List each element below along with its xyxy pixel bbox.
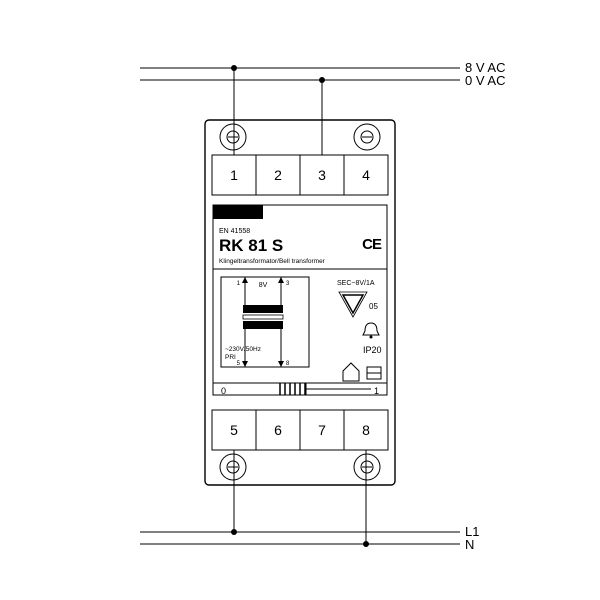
svg-text:PRI: PRI xyxy=(225,354,236,361)
wire-node xyxy=(363,541,369,547)
sec-rating: SEC~8V/1A xyxy=(337,280,375,287)
wire-node xyxy=(319,77,325,83)
ip-rating: IP20 xyxy=(363,345,382,355)
terminal-label: 3 xyxy=(318,167,326,183)
terminal-label: 6 xyxy=(274,422,282,438)
terminal-label: 8 xyxy=(362,422,370,438)
svg-text:05: 05 xyxy=(369,302,378,311)
terminal-label: 2 xyxy=(274,167,282,183)
wire-node xyxy=(231,529,237,535)
ce-mark: CE xyxy=(362,236,382,253)
terminal-label: 1 xyxy=(230,167,238,183)
brand-text: Doepke xyxy=(217,207,250,217)
model-name: RK 81 S xyxy=(219,236,283,255)
terminal-label: 5 xyxy=(230,422,238,438)
svg-text:~230V/50Hz: ~230V/50Hz xyxy=(225,346,261,353)
terminal-label: 7 xyxy=(318,422,326,438)
en-standard: EN 41558 xyxy=(219,228,250,235)
svg-text:0: 0 xyxy=(221,386,226,396)
svg-text:8V: 8V xyxy=(259,282,268,289)
svg-text:1: 1 xyxy=(374,386,379,396)
label-n: N xyxy=(465,537,474,552)
wiring-diagram: 8 V AC0 V ACL1N12345678DoepkeEN 41558RK … xyxy=(0,0,600,600)
terminal-label: 4 xyxy=(362,167,370,183)
label-0vac: 0 V AC xyxy=(465,73,505,88)
subtitle: Klingeltransformator/Bell transformer xyxy=(219,258,326,265)
wire-node xyxy=(231,65,237,71)
